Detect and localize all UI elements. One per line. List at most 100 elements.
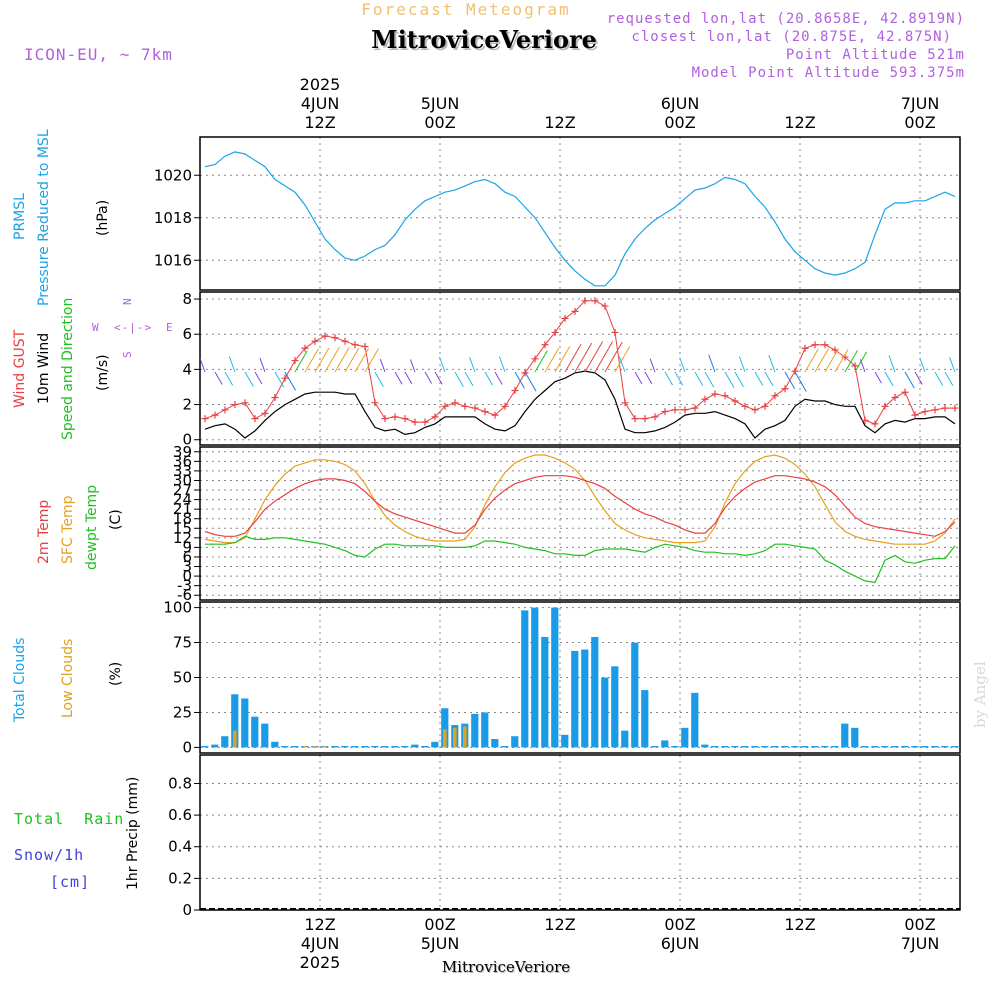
bar-low-clouds xyxy=(463,726,467,748)
gust-marker xyxy=(551,328,559,336)
bar-total-clouds xyxy=(741,746,749,748)
bar-total-clouds xyxy=(371,746,379,748)
wind-arrow xyxy=(834,348,849,373)
ytick-label: 2 xyxy=(182,396,192,414)
gust-marker xyxy=(401,415,409,423)
gust-marker xyxy=(321,332,329,340)
gust-marker xyxy=(291,357,299,365)
wind-arrow xyxy=(739,356,746,373)
gust-marker xyxy=(561,314,569,322)
label-wind-unit: (m/s) xyxy=(95,354,111,391)
bar-total-clouds xyxy=(401,746,409,748)
bar-total-clouds xyxy=(821,746,829,748)
bar-total-clouds xyxy=(471,713,479,748)
wind-arrow xyxy=(794,371,807,392)
bar-total-clouds xyxy=(691,692,699,748)
gust-marker xyxy=(301,344,309,352)
bar-low-clouds xyxy=(443,729,447,748)
ytick-label: 1020 xyxy=(154,166,192,184)
wind-arrow xyxy=(469,357,476,373)
bottom-tick-label: 00Z xyxy=(664,915,695,934)
ytick-label: 0.2 xyxy=(168,869,192,887)
wind-arrow xyxy=(949,357,956,373)
gust-marker xyxy=(581,297,589,305)
gust-marker xyxy=(501,402,509,410)
label-pressure-unit: (hPa) xyxy=(95,200,111,236)
wind-arrow xyxy=(649,358,656,373)
bar-total-clouds xyxy=(561,734,569,748)
bar-total-clouds xyxy=(871,746,879,748)
gust-marker xyxy=(951,404,959,412)
compass-s: S xyxy=(121,350,134,358)
bar-total-clouds xyxy=(251,716,259,748)
bar-total-clouds xyxy=(241,698,249,748)
bar-total-clouds xyxy=(291,746,299,748)
ytick-label: 0 xyxy=(182,567,192,585)
bar-total-clouds xyxy=(931,746,939,748)
bar-total-clouds xyxy=(951,746,959,748)
wind-arrow xyxy=(874,371,882,384)
bottom-tick-label: 4JUN xyxy=(301,934,340,953)
bar-total-clouds xyxy=(641,690,649,748)
bar-total-clouds xyxy=(521,610,529,748)
wind-arrow xyxy=(294,350,308,373)
gust-marker xyxy=(781,385,789,393)
wind-arrow xyxy=(564,343,582,373)
bottom-tick-label: 7JUN xyxy=(901,934,940,953)
wind-arrow xyxy=(224,371,234,386)
wind-arrow xyxy=(804,348,819,373)
gust-marker xyxy=(731,397,739,405)
ytick-label: 39 xyxy=(173,443,192,461)
ytick-label: 9 xyxy=(182,538,192,556)
bar-total-clouds xyxy=(331,746,339,748)
bar-total-clouds xyxy=(501,746,509,748)
wind-arrow xyxy=(464,371,474,387)
label-snow-unit: [cm] xyxy=(50,873,90,891)
ytick-label: 0.4 xyxy=(168,838,192,856)
bottom-tick-label: 5JUN xyxy=(421,934,460,953)
wind-arrow xyxy=(944,371,954,386)
gust-marker xyxy=(341,337,349,345)
gust-marker xyxy=(311,337,319,345)
wind-arrow xyxy=(534,350,548,373)
gust-marker xyxy=(911,411,919,419)
wind-arrow xyxy=(859,359,866,373)
gust-marker xyxy=(761,402,769,410)
gust-marker xyxy=(771,392,779,400)
gust-marker xyxy=(461,402,469,410)
ytick-label: 15 xyxy=(173,519,192,537)
ytick-label: -3 xyxy=(177,577,192,595)
bar-total-clouds xyxy=(921,746,929,748)
ytick-label: 0.6 xyxy=(168,806,192,824)
gust-marker xyxy=(541,341,549,349)
top-tick-label: 00Z xyxy=(904,113,935,132)
bar-total-clouds xyxy=(731,746,739,748)
wind-arrow xyxy=(694,371,704,386)
wind-arrow xyxy=(274,371,285,388)
wind-arrows xyxy=(199,341,956,392)
wind-arrow xyxy=(374,371,384,387)
label-wind-gust: Wind GUST xyxy=(12,329,28,408)
wind-arrow xyxy=(764,371,774,387)
wind-arrow xyxy=(304,348,319,373)
series-line-dewpt xyxy=(205,535,956,584)
bar-total-clouds xyxy=(851,727,859,748)
label-sfc-temp: SFC Temp xyxy=(60,495,76,564)
top-tick-label: 00Z xyxy=(424,113,455,132)
gust-marker xyxy=(641,415,649,423)
wind-arrow xyxy=(704,371,715,388)
bar-low-clouds xyxy=(303,746,307,748)
gust-marker xyxy=(801,344,809,352)
bottom-tick-label: 00Z xyxy=(424,915,455,934)
gust-marker xyxy=(741,402,749,410)
bar-total-clouds xyxy=(221,736,229,748)
forecast-title: Forecast Meteogram xyxy=(361,0,570,19)
wind-arrow xyxy=(439,356,446,373)
wind-arrow xyxy=(424,371,433,384)
bar-total-clouds xyxy=(841,723,849,748)
wind-arrow xyxy=(259,357,266,373)
ytick-label: 21 xyxy=(173,500,192,518)
